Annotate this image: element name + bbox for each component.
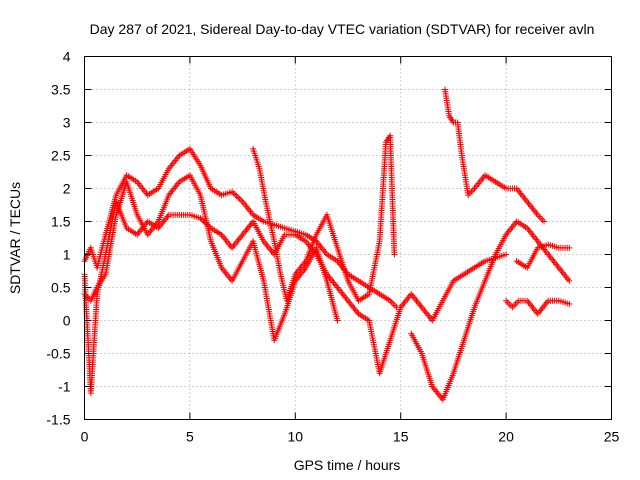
plot-frame: [84, 56, 612, 420]
y-tick-label: 4: [63, 49, 71, 65]
y-tick-label: 3.5: [51, 82, 71, 98]
x-tick-label: 10: [288, 429, 304, 445]
y-tick-label: -1: [58, 379, 71, 395]
data-point: [230, 190, 237, 197]
x-tick-label: 25: [604, 429, 620, 445]
x-tick-label: 5: [186, 429, 194, 445]
series-track-6: [441, 86, 548, 225]
data-point: [566, 244, 573, 251]
data-point: [334, 317, 341, 324]
axis-ticks: 0 5 10 15 20 25 -1.5 -1 -0.5 0 0.5 1 1.5 2 2.5 3 3.5 4: [46, 49, 619, 445]
series-track-8: [513, 241, 573, 271]
series-track-2: [81, 172, 341, 344]
data-point: [541, 218, 548, 225]
y-axis-label: SDTVAR / TECUs: [7, 182, 23, 294]
x-tick-label: 20: [498, 429, 514, 445]
y-tick-label: 0.5: [51, 280, 71, 296]
data-markers: [81, 86, 573, 403]
data-point: [391, 251, 398, 258]
y-tick-label: 2: [63, 181, 71, 197]
data-point: [232, 191, 239, 198]
data-point: [233, 193, 240, 200]
data-point: [235, 194, 242, 201]
grid: [84, 56, 612, 420]
series-track-3: [81, 198, 510, 397]
data-point: [236, 195, 243, 202]
y-tick-label: 1.5: [51, 214, 71, 230]
series-track-4: [250, 132, 398, 304]
x-tick-label: 0: [81, 429, 89, 445]
series-track-7: [503, 297, 573, 317]
y-tick-label: 1: [63, 247, 71, 263]
series-track-5: [408, 218, 573, 403]
x-tick-label: 15: [393, 429, 409, 445]
data-point: [566, 301, 573, 307]
y-tick-label: 2.5: [51, 148, 71, 164]
data-point: [238, 197, 245, 204]
data-point: [566, 277, 573, 284]
y-tick-label: 3: [63, 115, 71, 131]
x-axis-label: GPS time / hours: [294, 457, 401, 473]
series-track-1: [81, 145, 400, 311]
y-tick-label: -0.5: [46, 346, 70, 362]
data-point: [503, 251, 510, 258]
chart-title: Day 287 of 2021, Sidereal Day-to-day VTE…: [90, 21, 595, 37]
y-tick-label: -1.5: [46, 412, 70, 428]
y-tick-label: 0: [63, 313, 71, 329]
